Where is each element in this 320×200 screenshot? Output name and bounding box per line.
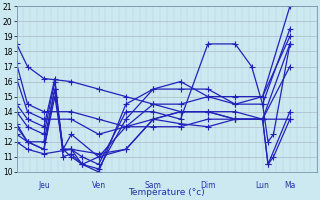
Text: Ven: Ven [92, 181, 106, 190]
Text: Lun: Lun [256, 181, 269, 190]
Text: Ma: Ma [284, 181, 296, 190]
Text: Dim: Dim [200, 181, 216, 190]
Text: Sam: Sam [145, 181, 162, 190]
X-axis label: Température (°c): Température (°c) [129, 188, 205, 197]
Text: Jeu: Jeu [38, 181, 50, 190]
